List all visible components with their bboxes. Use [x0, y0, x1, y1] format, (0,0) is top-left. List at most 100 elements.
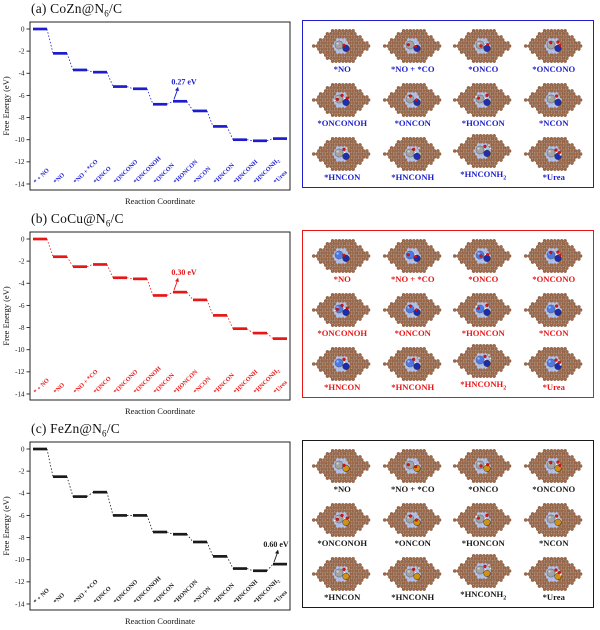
title-suffix: /C — [110, 211, 124, 226]
molecule-structure — [453, 82, 512, 117]
structure-label: *Urea — [542, 381, 565, 392]
structure-label: *HNCON — [324, 381, 361, 392]
oxygen-atom — [483, 144, 487, 149]
step-label: *NO — [52, 592, 66, 606]
structure-label: *HNCONH2 — [460, 379, 507, 392]
molecule-image — [453, 448, 512, 483]
molecule-structure — [382, 292, 442, 327]
oxygen-atom — [340, 303, 344, 307]
title-subscript: 6 — [105, 218, 111, 229]
metal-atom-2 — [413, 572, 421, 580]
molecule-structure — [312, 292, 371, 327]
structure-cell: *ONCONOH — [307, 497, 378, 551]
molecule-structure — [312, 556, 371, 591]
metal-atom-1 — [546, 514, 556, 523]
structure-label: *NO + *CO — [390, 63, 435, 74]
structure-label: *HNCONH2 — [460, 589, 507, 602]
oxygen-atom — [336, 517, 340, 521]
oxygen-atom — [340, 513, 344, 517]
oxygen-atom — [558, 253, 562, 257]
structure-cell: *NO + *CO — [378, 443, 449, 497]
oxygen-atom — [483, 354, 487, 359]
step-label: *ONCO — [92, 375, 112, 395]
y-axis-label: Free Energy (eV) — [1, 496, 11, 555]
panel-c: (c) FeZn@N6/C 0 -2 -4 -6 -8 -10 -12 -14 Free Ene… — [0, 420, 600, 630]
structure-cell: *ONCONO — [519, 443, 590, 497]
molecule-image — [382, 556, 442, 591]
y-tick-label: -2 — [19, 48, 25, 56]
metal-atom-1 — [546, 358, 556, 367]
metal-atom-1 — [334, 568, 344, 577]
structure-label: *ONCON — [394, 117, 431, 128]
metal-atom-2 — [342, 518, 350, 526]
molecule-image — [382, 292, 442, 327]
barrier-annotation: 0.60 eV — [263, 540, 289, 563]
hydrogen-atom — [475, 95, 478, 98]
oxygen-atom — [554, 303, 559, 308]
molecule-image — [382, 136, 442, 171]
axes: 0 -2 -4 -6 -8 -10 -12 -14 Free Energy (eV) Reacti… — [1, 231, 291, 416]
metal-atom-2 — [483, 308, 491, 316]
molecule-image — [523, 28, 583, 63]
title-text: (c) FeZn@N — [31, 421, 103, 436]
oxygen-atom — [479, 463, 483, 468]
structure-label: *HNCON — [324, 171, 361, 182]
molecule-structure — [453, 554, 512, 589]
structure-label: *HONCON — [461, 327, 505, 338]
metal-atom-1 — [546, 148, 556, 157]
x-category-labels: * + NO *NO *NO + *CO*ONCO *ONCONO*ONCONOH*O… — [32, 155, 288, 186]
hydrogen-atom — [489, 147, 492, 150]
molecule-image — [312, 346, 371, 381]
panel-b: (b) CoCu@N6/C 0 -2 -4 -6 -8 -10 -12 -14 Free Ene… — [0, 210, 600, 420]
free-energy-diagram-b: 0 -2 -4 -6 -8 -10 -12 -14 Free Energy (eV) Reacti… — [1, 231, 291, 416]
oxygen-atom — [345, 515, 350, 520]
step-label: *NO — [52, 172, 66, 186]
molecule-structure — [523, 448, 583, 483]
molecule-image — [382, 502, 442, 537]
oxygen-atom — [477, 515, 481, 520]
y-tick-label: 0 — [21, 235, 25, 243]
step-label: *Urea — [272, 589, 288, 605]
hydrogen-atom — [559, 153, 562, 156]
structure-cell: *Urea — [519, 131, 590, 185]
hydrogen-atom — [333, 519, 337, 522]
hydrogen-atom — [417, 566, 420, 569]
oxygen-atom — [556, 39, 560, 44]
molecule-structure — [312, 82, 371, 117]
molecule-structure — [453, 238, 512, 273]
structure-label: *ONCONOH — [317, 327, 368, 338]
structure-label: *HONCON — [461, 117, 505, 128]
oxygen-atom — [342, 567, 346, 571]
structure-cell: *HNCONH2 — [448, 551, 519, 605]
structure-cell: *HNCONH2 — [448, 341, 519, 395]
molecule-image — [523, 556, 583, 591]
y-tick-label: -14 — [15, 390, 25, 398]
oxygen-atom — [556, 459, 560, 464]
arrow-icon — [175, 86, 179, 91]
metal-atom-2 — [483, 569, 491, 577]
metal-atom-1 — [546, 94, 556, 103]
molecule-structure — [312, 502, 371, 537]
structure-label: *Urea — [542, 171, 565, 182]
metal-atom-2 — [483, 149, 491, 157]
step-label: * + NO — [32, 167, 51, 186]
oxygen-atom — [342, 463, 346, 467]
structure-cell: *HONCON — [448, 497, 519, 551]
oxygen-atom — [557, 360, 561, 364]
oxygen-atom — [408, 93, 412, 98]
molecule-image — [382, 346, 442, 381]
structure-cell: *HNCON — [307, 341, 378, 395]
hydrogen-atom — [333, 309, 337, 312]
molecule-structure — [382, 346, 442, 381]
oxygen-atom — [414, 97, 418, 102]
molecule-image — [523, 502, 583, 537]
molecule-structure — [312, 136, 371, 171]
y-tick-label: -12 — [15, 368, 25, 376]
metal-atom-1 — [475, 355, 485, 365]
hydrogen-atom — [559, 573, 562, 576]
structure-cell: *ONCON — [378, 497, 449, 551]
panel-a: (a) CoZn@N6/C 0 -2 -4 -6 -8 -10 -12 -14 Free Ene… — [0, 0, 600, 210]
molecule-structure — [382, 448, 442, 483]
structure-cell: *ONCO — [448, 443, 519, 497]
molecule-structure — [312, 28, 371, 63]
